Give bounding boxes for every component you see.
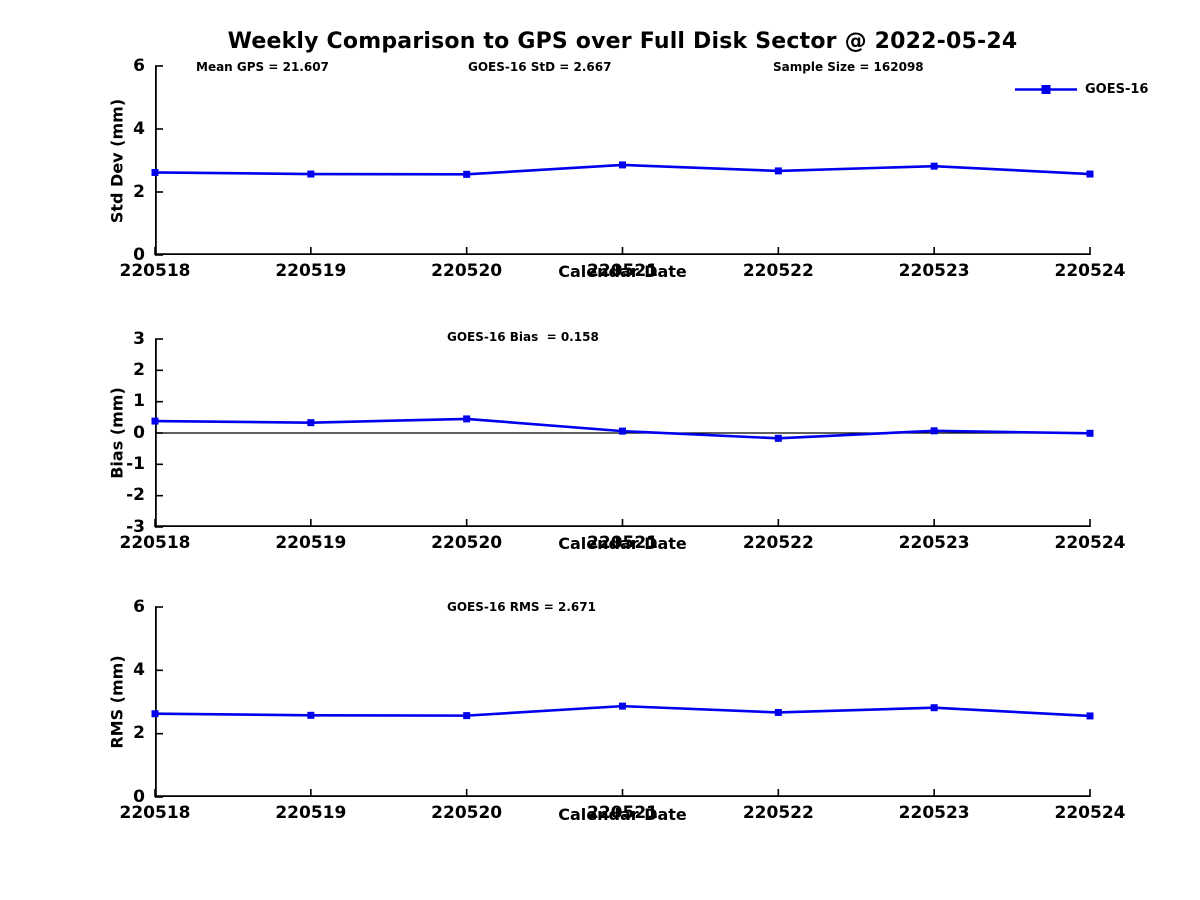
- x-tick-label: 220522: [742, 803, 814, 823]
- x-tick-label: 220523: [898, 803, 970, 823]
- x-tick-label: 220519: [275, 261, 347, 281]
- x-tick-label: 220524: [1054, 533, 1126, 553]
- legend: GOES-16: [1015, 81, 1148, 98]
- x-tick-label: 220521: [587, 261, 658, 281]
- y-tick-label: -1: [126, 453, 145, 474]
- x-tick-label: 220520: [431, 261, 503, 281]
- x-tick-label: 220519: [275, 533, 347, 553]
- x-axis-label: Calendar Date: [558, 534, 687, 553]
- rms-subplot: RMS (mm) Calendar Date 0 2 4 6 220518 220519 2…: [108, 598, 1126, 824]
- x-tick-label: 220520: [431, 533, 503, 553]
- legend-line-marker-icon: [1015, 85, 1077, 94]
- annotation: Mean GPS = 21.607: [196, 60, 329, 74]
- annotation: GOES-16 Bias = 0.158: [447, 330, 599, 344]
- bias-plot-canvas: [151, 338, 1094, 528]
- x-axis-label: Calendar Date: [558, 262, 687, 281]
- y-tick-label: 0: [133, 244, 145, 265]
- x-tick-label: 220520: [431, 803, 503, 823]
- y-tick-label: 3: [133, 328, 145, 349]
- y-axis-label: Std Dev (mm): [107, 98, 127, 223]
- x-tick-label: 220518: [119, 261, 191, 281]
- y-tick-label: 6: [133, 596, 145, 617]
- x-tick-label: 220518: [119, 803, 191, 823]
- legend-label: GOES-16: [1085, 82, 1149, 97]
- stddev-plot-canvas: [151, 65, 1094, 256]
- annotation: GOES-16 StD = 2.667: [468, 60, 612, 74]
- y-tick-label: 0: [133, 786, 145, 807]
- y-tick-label: -2: [126, 485, 145, 506]
- y-tick-label: -3: [126, 516, 145, 537]
- x-axis-label: Calendar Date: [558, 805, 687, 824]
- bias-subplot: Bias (mm) Calendar Date 3 2 1 0 -1 -2 -3 220518…: [108, 330, 1126, 553]
- x-tick-label: 220519: [275, 803, 347, 823]
- x-tick-label: 220524: [1054, 261, 1126, 281]
- x-tick-label: 220522: [742, 533, 814, 553]
- figure-title: Weekly Comparison to GPS over Full Disk …: [227, 29, 1018, 54]
- y-tick-label: 2: [133, 181, 145, 202]
- y-tick-label: 0: [133, 422, 145, 443]
- rms-plot-canvas: [151, 606, 1094, 798]
- y-tick-label: 2: [133, 723, 145, 744]
- x-tick-label: 220523: [898, 261, 970, 281]
- y-tick-label: 4: [133, 659, 145, 680]
- x-tick-label: 220518: [119, 533, 191, 553]
- x-tick-label: 220522: [742, 261, 814, 281]
- y-tick-label: 1: [133, 391, 145, 412]
- annotation: GOES-16 RMS = 2.671: [447, 600, 596, 614]
- annotation: Sample Size = 162098: [773, 60, 924, 74]
- y-tick-label: 4: [133, 118, 145, 139]
- x-tick-label: 220523: [898, 533, 970, 553]
- y-tick-label: 2: [133, 359, 145, 380]
- x-tick-label: 220521: [587, 803, 658, 823]
- x-tick-label: 220521: [587, 533, 658, 553]
- y-tick-label: 6: [133, 55, 145, 76]
- stddev-subplot: Std Dev (mm) Calendar Date GOES-16 0 2 4 6 2…: [108, 57, 1149, 281]
- x-tick-label: 220524: [1054, 803, 1126, 823]
